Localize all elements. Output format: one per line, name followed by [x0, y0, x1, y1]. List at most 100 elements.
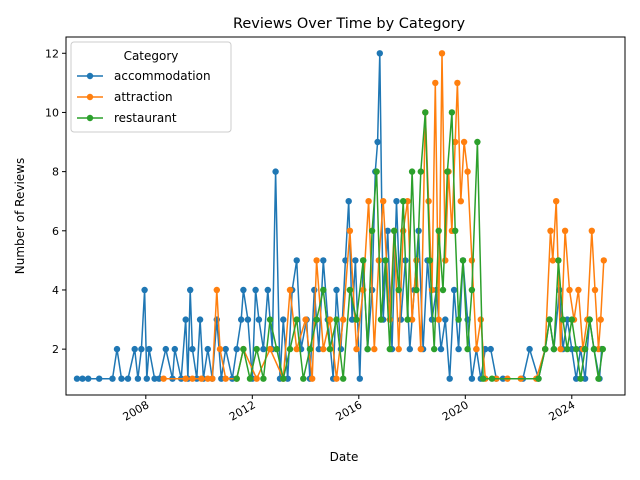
data-point-attraction	[313, 257, 320, 264]
data-point-accommodation	[143, 375, 150, 382]
data-point-restaurant	[246, 375, 254, 382]
data-point-attraction	[340, 316, 347, 323]
data-point-accommodation	[393, 198, 400, 205]
data-point-attraction	[266, 345, 274, 353]
data-point-restaurant	[455, 316, 462, 323]
data-point-accommodation	[348, 316, 356, 323]
data-point-accommodation	[376, 50, 383, 57]
data-point-attraction	[597, 316, 604, 323]
data-point-restaurant	[488, 375, 496, 382]
data-point-attraction	[549, 257, 556, 264]
data-point-restaurant	[320, 286, 327, 294]
data-point-restaurant	[280, 375, 287, 382]
data-point-accommodation	[134, 375, 142, 382]
data-point-accommodation	[182, 316, 189, 323]
data-point-accommodation	[374, 138, 381, 146]
data-point-restaurant	[395, 286, 402, 294]
data-point-restaurant	[360, 257, 367, 264]
data-point-accommodation	[171, 345, 178, 353]
data-point-accommodation	[311, 286, 318, 294]
y-tick-label: 2	[52, 343, 59, 356]
data-point-attraction	[189, 375, 196, 382]
data-point-restaurant	[273, 345, 280, 353]
data-point-attraction	[380, 198, 387, 205]
data-point-attraction	[216, 345, 224, 353]
data-point-restaurant	[313, 316, 320, 323]
data-point-attraction	[600, 257, 607, 264]
data-point-restaurant	[377, 316, 385, 323]
data-point-accommodation	[352, 257, 359, 264]
data-point-restaurant	[542, 345, 549, 353]
data-point-restaurant	[586, 316, 593, 323]
legend-marker-restaurant	[86, 114, 94, 122]
data-point-attraction	[408, 316, 416, 323]
data-point-attraction	[213, 286, 220, 294]
legend-box	[70, 41, 232, 133]
data-point-restaurant	[479, 375, 487, 382]
data-point-attraction	[417, 345, 424, 353]
data-point-accommodation	[284, 375, 291, 382]
data-point-accommodation	[118, 375, 125, 382]
data-point-attraction	[553, 198, 560, 205]
data-point-accommodation	[189, 345, 196, 353]
data-point-restaurant	[599, 345, 606, 353]
data-point-attraction	[404, 198, 411, 205]
y-axis-label: Number of Reviews	[13, 158, 27, 274]
data-point-accommodation	[442, 316, 449, 323]
data-point-attraction	[365, 198, 372, 205]
data-point-attraction	[477, 316, 484, 323]
data-point-attraction	[454, 79, 461, 87]
x-axis-label: Date	[330, 450, 359, 464]
data-point-attraction	[198, 375, 205, 382]
data-point-restaurant	[595, 375, 602, 382]
data-point-attraction	[320, 345, 327, 353]
series-layer	[73, 50, 607, 382]
data-point-accommodation	[581, 375, 589, 382]
data-point-restaurant	[391, 227, 398, 234]
y-tick-label: 4	[52, 284, 59, 297]
series-line-accommodation	[77, 52, 603, 380]
data-point-restaurant	[546, 316, 553, 323]
legend-label-accommodation: accommodation	[114, 69, 211, 83]
data-point-restaurant	[535, 375, 542, 382]
data-point-accommodation	[568, 345, 575, 353]
data-point-attraction	[432, 79, 439, 87]
data-point-accommodation	[255, 316, 263, 323]
data-point-accommodation	[337, 345, 345, 353]
data-point-restaurant	[373, 168, 380, 175]
data-point-accommodation	[437, 345, 445, 353]
data-point-restaurant	[417, 168, 424, 175]
data-point-accommodation	[406, 345, 413, 353]
data-point-restaurant	[448, 109, 456, 116]
y-tick-label: 10	[45, 106, 59, 119]
data-point-attraction	[293, 345, 300, 353]
data-point-accommodation	[238, 316, 245, 323]
data-point-attraction	[452, 138, 459, 146]
data-point-restaurant	[240, 345, 247, 353]
data-point-accommodation	[356, 375, 363, 382]
series-restaurant	[233, 109, 606, 382]
data-point-accommodation	[85, 375, 92, 382]
data-point-attraction	[309, 375, 316, 382]
chart-title: Reviews Over Time by Category	[233, 16, 466, 32]
data-point-accommodation	[240, 286, 247, 294]
data-point-restaurant	[426, 257, 433, 264]
data-point-accommodation	[264, 286, 271, 294]
data-point-restaurant	[431, 345, 438, 353]
data-point-accommodation	[455, 345, 462, 353]
data-point-accommodation	[260, 345, 267, 353]
data-point-accommodation	[446, 375, 453, 382]
data-point-restaurant	[459, 257, 467, 264]
data-point-restaurant	[577, 375, 584, 382]
data-point-restaurant	[253, 345, 260, 353]
data-point-restaurant	[346, 286, 354, 294]
legend-title: Category	[124, 49, 179, 63]
data-point-restaurant	[404, 316, 411, 323]
data-point-attraction	[182, 375, 189, 382]
data-point-accommodation	[124, 375, 132, 382]
data-point-accommodation	[397, 316, 405, 323]
data-point-attraction	[209, 375, 216, 382]
data-point-attraction	[435, 316, 442, 323]
data-point-restaurant	[233, 375, 240, 382]
